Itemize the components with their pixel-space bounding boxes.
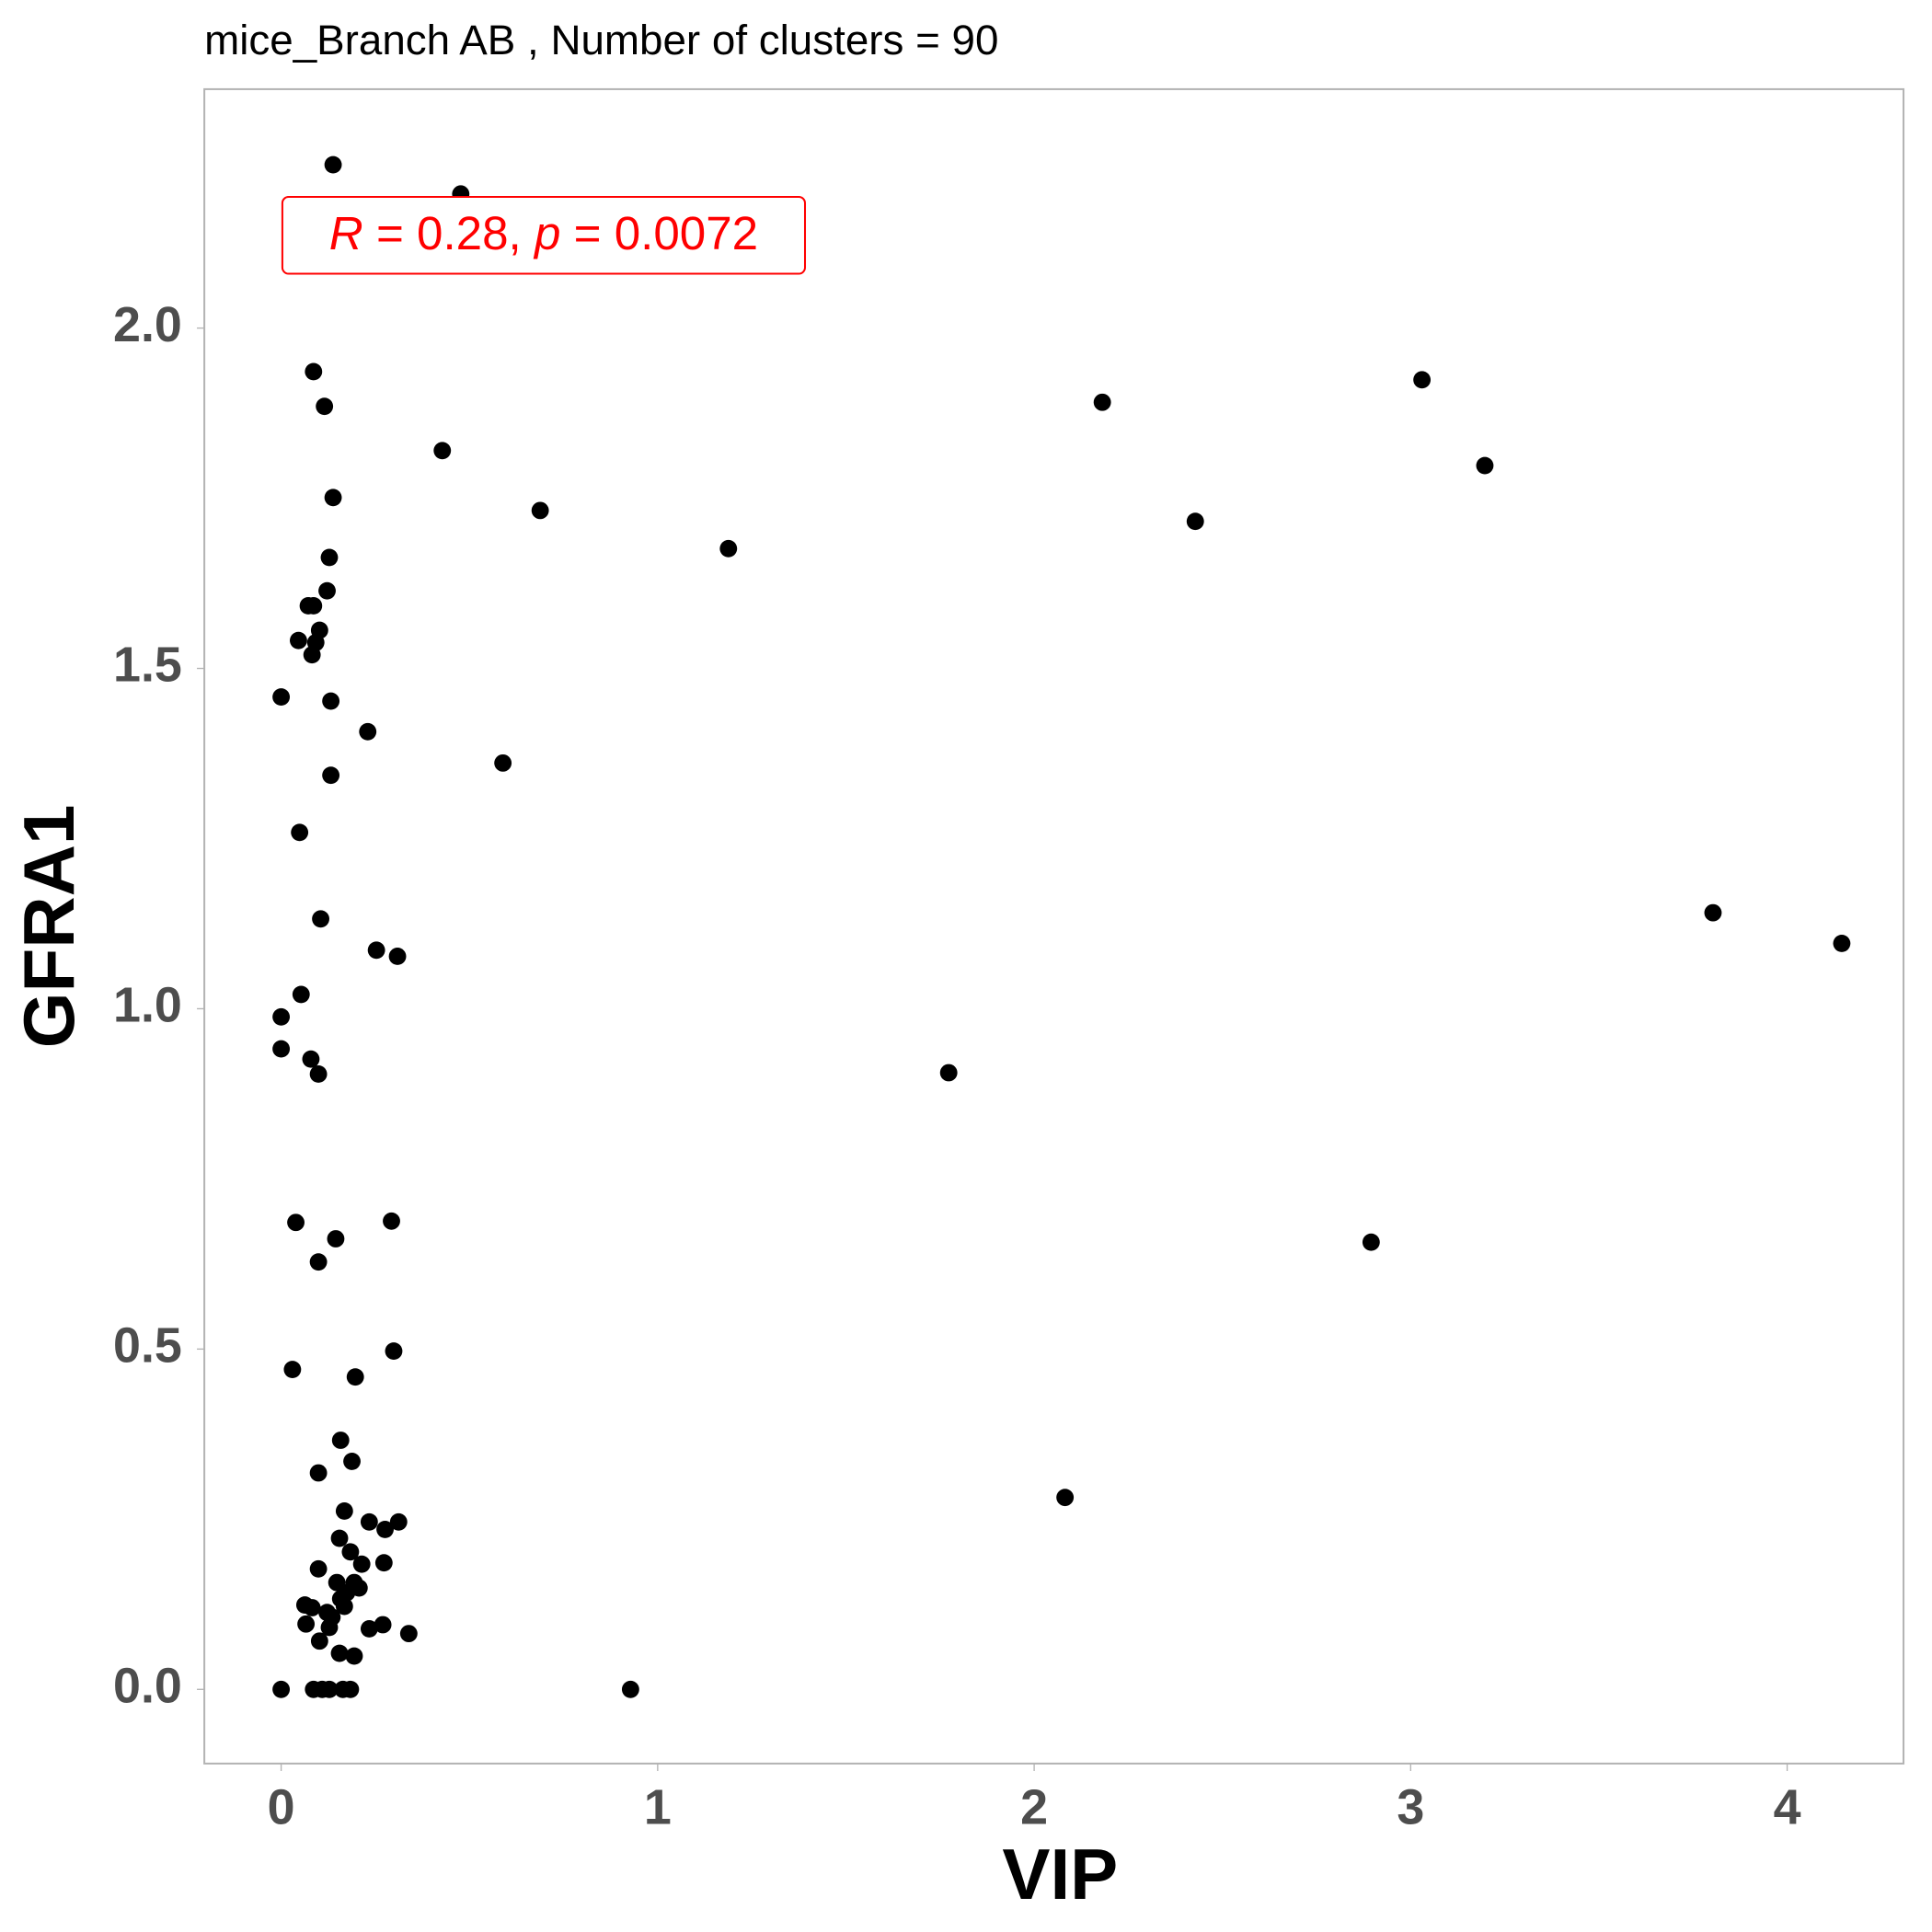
point [343,1453,361,1470]
point [272,1680,291,1698]
point [318,581,336,600]
point [302,1050,320,1068]
point [324,489,342,507]
x-tick-label: 0 [268,1779,295,1834]
point [309,1464,328,1482]
point [287,1213,305,1232]
annotation-part: p [533,207,560,259]
point [531,501,549,520]
point [345,1647,363,1665]
point [303,1599,321,1616]
point [352,1555,371,1573]
point [1056,1489,1075,1507]
x-axis-title: VIP [1002,1834,1118,1915]
point [272,688,291,707]
annotation-box [281,196,807,275]
point [283,1361,302,1378]
point [322,692,340,710]
point [305,597,323,615]
point [433,442,452,460]
point [312,910,329,928]
annotation: R = 0.28, p = 0.0072 [329,207,758,259]
point [389,1512,408,1531]
point [399,1625,418,1643]
point [374,1616,392,1634]
point [1704,903,1722,922]
y-tick-label: 1.5 [113,638,182,693]
point [360,1620,378,1638]
y-axis-title: GFRA1 [8,805,89,1049]
point [1413,371,1432,389]
point [309,1065,328,1083]
point [320,1680,339,1698]
point [335,1597,353,1616]
point [388,948,407,965]
annotation-part: = 0.0072 [560,207,758,259]
point [335,1502,353,1520]
point [494,753,512,772]
point [1833,934,1851,952]
y-tick-label: 2.0 [113,297,182,352]
point [1362,1233,1380,1251]
point [939,1064,958,1082]
x-tick-label: 1 [644,1779,672,1834]
y-tick-label: 0.0 [113,1658,182,1713]
point [719,539,738,558]
point [305,362,323,381]
point [385,1342,403,1361]
point [330,1529,349,1547]
point [320,1618,339,1637]
point [297,1615,316,1633]
point [621,1680,639,1698]
point [327,1230,345,1248]
point [367,941,385,960]
x-tick-label: 3 [1397,1779,1424,1834]
annotation-part: = 0.28, [363,207,535,259]
point [376,1520,394,1538]
point [359,722,377,741]
point [383,1212,400,1230]
point [341,1680,360,1698]
annotation-part: R [329,207,363,259]
point [1186,512,1204,531]
y-tick-label: 0.5 [113,1318,182,1374]
point [309,1559,328,1578]
x-tick-label: 2 [1020,1779,1048,1834]
points [272,155,1851,1698]
point [291,823,309,842]
point [290,631,307,650]
point [360,1512,378,1531]
point [310,1632,328,1650]
point [292,985,310,1004]
point [320,548,339,567]
chart-title: mice_Branch AB , Number of clusters = 90 [204,17,998,63]
point [272,1040,291,1058]
point [316,397,334,416]
point [1476,456,1494,475]
point [346,1368,364,1386]
point [309,1253,328,1271]
point [324,155,342,174]
point [331,1432,350,1449]
point [272,1007,291,1026]
point [1093,393,1111,411]
point [322,766,340,785]
y-tick-label: 1.0 [113,978,182,1033]
point [341,1543,360,1561]
plot-panel [203,87,1905,1765]
point [303,646,321,664]
point [330,1644,349,1662]
x-tick-label: 4 [1774,1779,1801,1834]
point [374,1554,393,1572]
